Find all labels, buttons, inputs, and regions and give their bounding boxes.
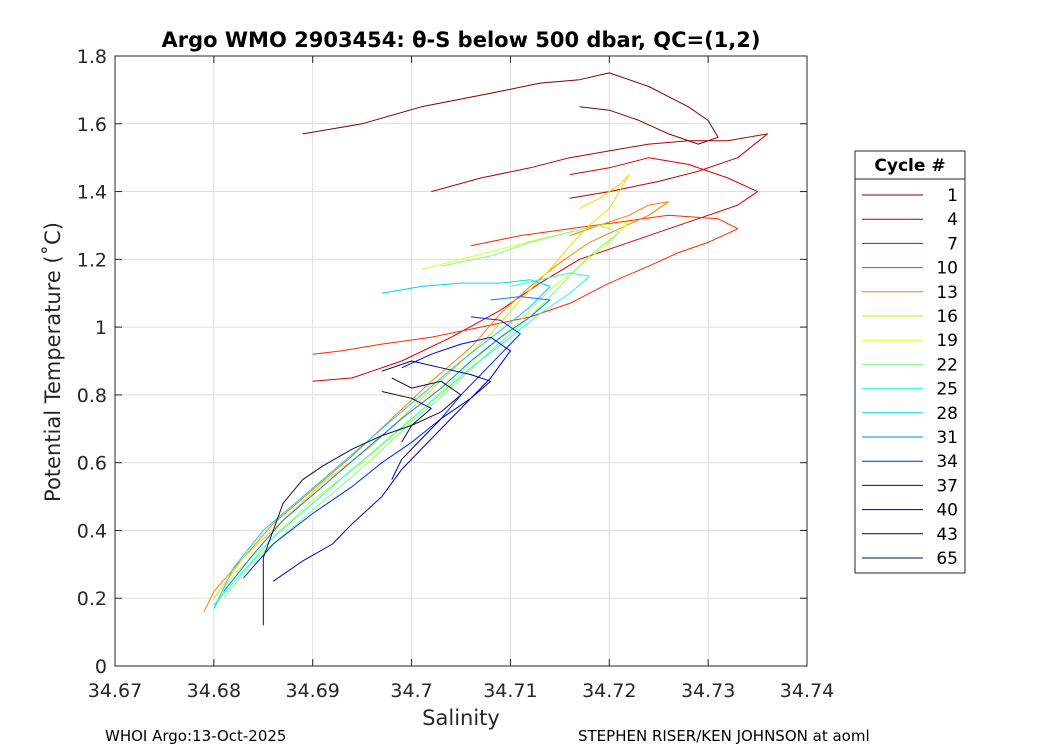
series-line-cycle-4 (431, 133, 768, 199)
x-axis-label: Salinity (422, 706, 500, 730)
axis-ticks: 34.67 34.68 34.69 34.7 34.71 34.72 34.73 34.74 0… (77, 46, 834, 702)
legend-label-cycle-13: 13 (936, 283, 958, 303)
legend-label-cycle-7: 7 (947, 234, 958, 254)
series-line-cycle-40 (381, 360, 492, 480)
footer-date: WHOI Argo:13-Oct-2025 (105, 727, 286, 745)
series-line-cycle-10 (312, 214, 739, 355)
data-series-group (203, 72, 768, 626)
series-line-cycle-37 (272, 336, 511, 582)
y-tick-label: 0 (95, 656, 107, 678)
x-tick-label: 34.68 (187, 680, 241, 702)
legend-label-cycle-40: 40 (936, 501, 958, 521)
footer-credit: STEPHEN RISER/KEN JOHNSON at aoml (578, 727, 870, 745)
legend-label-cycle-16: 16 (936, 307, 958, 327)
x-tick-label: 34.67 (88, 680, 142, 702)
legend-box (854, 150, 966, 574)
y-tick-label: 0.4 (77, 520, 107, 542)
x-tick-label: 34.69 (286, 680, 340, 702)
y-tick-label: 1.4 (77, 182, 107, 204)
legend-label-cycle-10: 10 (936, 259, 958, 279)
series-line-cycle-1 (302, 72, 719, 145)
series-line-cycle-25 (213, 272, 590, 606)
y-tick-label: 0.2 (77, 588, 107, 610)
x-tick-label: 34.74 (780, 680, 834, 702)
series-line-cycle-7 (312, 157, 759, 382)
y-tick-label: 0.8 (77, 385, 107, 407)
chart-title: Argo WMO 2903454: θ-S below 500 dbar, QC… (162, 28, 761, 52)
series-line-cycle-16 (213, 174, 630, 599)
legend-label-cycle-31: 31 (936, 428, 958, 448)
series-line-cycle-31 (223, 296, 551, 592)
legend-label-cycle-43: 43 (936, 525, 958, 545)
x-tick-label: 34.71 (483, 680, 537, 702)
series-line-cycle-65 (262, 391, 432, 626)
legend-label-cycle-22: 22 (936, 355, 958, 375)
x-tick-label: 34.72 (582, 680, 636, 702)
y-tick-label: 0.6 (77, 453, 107, 475)
y-tick-label: 1 (95, 317, 107, 339)
legend-label-cycle-65: 65 (936, 549, 958, 569)
legend-label-cycle-28: 28 (936, 404, 958, 424)
y-tick-label: 1.2 (77, 249, 107, 271)
series-line-cycle-28 (213, 279, 551, 609)
series-line-cycle-13 (203, 201, 670, 613)
plot-frame (114, 55, 808, 667)
legend-label-cycle-37: 37 (936, 476, 958, 496)
y-axis-label: Potential Temperature (˚C) (41, 222, 65, 502)
legend-label-cycle-1: 1 (947, 186, 958, 206)
y-tick-label: 1.8 (77, 46, 107, 68)
x-tick-label: 34.7 (390, 680, 432, 702)
legend-label-cycle-25: 25 (936, 380, 958, 400)
legend-label-cycle-19: 19 (936, 331, 958, 351)
series-line-cycle-19 (213, 221, 630, 609)
x-tick-label: 34.73 (681, 680, 735, 702)
legend: Cycle # 1 4 7 10 13 16 19 22 25 28 31 34 37 40 43 65 (854, 150, 966, 574)
legend-title: Cycle # (874, 156, 945, 176)
legend-label-cycle-4: 4 (947, 210, 958, 230)
legend-label-cycle-34: 34 (936, 452, 958, 472)
y-tick-label: 1.6 (77, 114, 107, 136)
